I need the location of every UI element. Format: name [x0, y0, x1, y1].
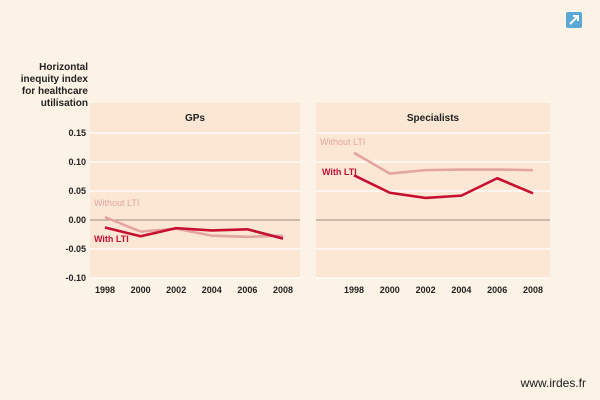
- series-label: Without LTI: [94, 198, 139, 208]
- series-line-without-lti: [104, 215, 284, 239]
- y-tick-label: 0.05: [68, 186, 86, 196]
- y-axis-title-line: inequity index: [20, 74, 88, 85]
- series-label: Without LTI: [320, 137, 365, 147]
- x-tick-label: 2000: [380, 285, 400, 295]
- panel-title: GPs: [185, 113, 205, 124]
- irdes-watermark[interactable]: www.irdes.fr: [520, 376, 586, 390]
- x-tick-label: 2006: [237, 285, 257, 295]
- x-tick-label: 2008: [523, 285, 543, 295]
- series-line-with-lti: [104, 226, 284, 240]
- y-tick-label: 0.10: [68, 157, 86, 167]
- x-tick-label: 1998: [95, 285, 115, 295]
- x-tick-label: 2002: [416, 285, 436, 295]
- x-tick-label: 2002: [166, 285, 186, 295]
- y-axis-title: Horizontal inequity index for healthcare…: [18, 62, 88, 110]
- y-tick-label: 0.00: [68, 215, 86, 225]
- x-tick-label: 2004: [451, 285, 471, 295]
- x-tick-label: 2000: [131, 285, 151, 295]
- y-axis-title-line: utilisation: [40, 98, 88, 109]
- panel-title: Specialists: [407, 113, 460, 124]
- x-tick-label: 2008: [273, 285, 293, 295]
- y-axis-title-line: Horizontal: [39, 62, 88, 73]
- y-tick-label: -0.10: [65, 273, 86, 283]
- x-tick-label: 2006: [487, 285, 507, 295]
- x-tick-label: 1998: [344, 285, 364, 295]
- external-link-arrow-icon-glyph: [566, 12, 582, 28]
- y-tick-label: -0.05: [65, 244, 86, 254]
- series-label: With LTI: [322, 167, 357, 177]
- series-label: With LTI: [94, 234, 129, 244]
- y-axis-title-line: for healthcare: [21, 86, 88, 97]
- y-tick-label: 0.15: [68, 128, 86, 138]
- external-link-arrow-icon[interactable]: [566, 12, 582, 28]
- x-tick-label: 2004: [202, 285, 222, 295]
- series-line-without-lti: [353, 151, 534, 175]
- series-line-with-lti: [353, 174, 534, 200]
